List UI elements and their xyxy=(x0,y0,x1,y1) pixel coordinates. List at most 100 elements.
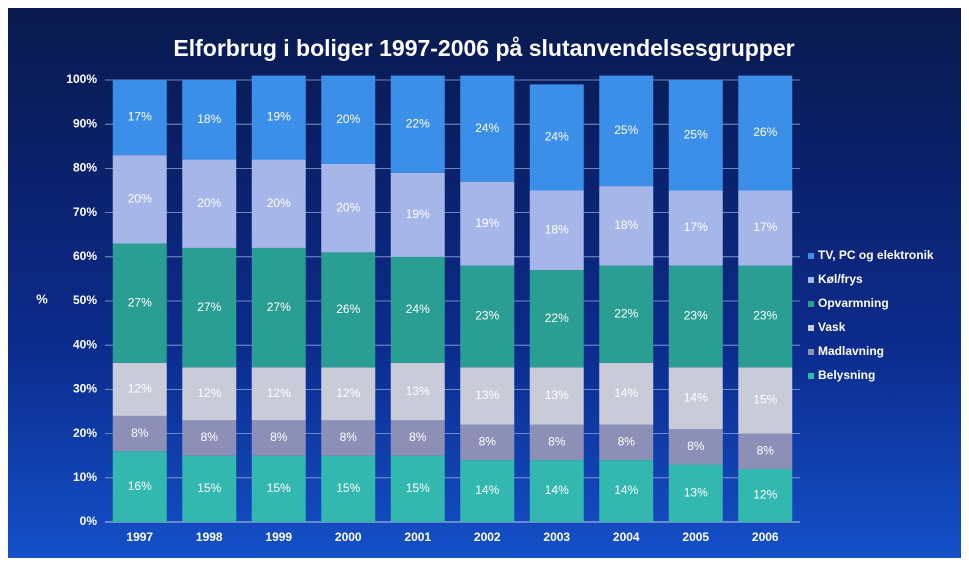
bar-segment xyxy=(460,181,515,266)
bar-segment xyxy=(668,80,723,191)
value-label: 8% xyxy=(409,430,427,444)
value-label: 18% xyxy=(197,112,221,126)
legend-label: Opvarmning xyxy=(818,296,889,310)
bar-segment xyxy=(738,468,793,522)
legend-label: Køl/frys xyxy=(818,272,863,286)
bar-segment xyxy=(529,270,584,368)
legend-swatch xyxy=(808,253,814,259)
value-label: 8% xyxy=(479,435,497,449)
y-tick-label: 40% xyxy=(73,337,97,351)
x-tick-label: 1998 xyxy=(196,530,223,544)
value-label: 8% xyxy=(270,430,288,444)
bar-segment xyxy=(668,265,723,368)
value-label: 15% xyxy=(336,481,360,495)
bar-segment xyxy=(182,80,237,160)
bar-segment xyxy=(390,420,445,456)
value-label: 26% xyxy=(336,302,360,316)
value-label: 8% xyxy=(131,426,149,440)
value-label: 18% xyxy=(614,218,638,232)
bar-segment xyxy=(112,243,167,363)
bar-segment xyxy=(182,367,237,421)
value-label: 17% xyxy=(128,110,152,124)
value-label: 14% xyxy=(475,483,499,497)
bar-segment xyxy=(112,80,167,156)
chart-title: Elforbrug i boliger 1997-2006 på slutanv… xyxy=(173,35,794,61)
bar-segment xyxy=(321,252,376,368)
bar-segment xyxy=(321,367,376,421)
value-label: 20% xyxy=(336,112,360,126)
x-tick-label: 2006 xyxy=(752,530,779,544)
value-label: 13% xyxy=(684,485,708,499)
y-tick-label: 80% xyxy=(73,161,97,175)
bar-segment xyxy=(390,362,445,421)
value-label: 24% xyxy=(545,130,569,144)
bar-segment xyxy=(390,172,445,257)
bar-segment xyxy=(668,367,723,430)
value-label: 12% xyxy=(197,386,221,400)
x-tick-label: 2001 xyxy=(404,530,431,544)
value-label: 18% xyxy=(545,222,569,236)
y-axis-label: % xyxy=(36,291,48,306)
bar-segment xyxy=(112,155,167,244)
bar-segment xyxy=(460,460,515,522)
value-label: 12% xyxy=(267,386,291,400)
value-label: 27% xyxy=(128,295,152,309)
x-tick-label: 2003 xyxy=(543,530,570,544)
value-label: 14% xyxy=(614,386,638,400)
bar-segment xyxy=(529,460,584,522)
value-label: 15% xyxy=(406,481,430,495)
value-label: 19% xyxy=(475,216,499,230)
bar-segment xyxy=(738,367,793,434)
value-label: 8% xyxy=(687,439,705,453)
y-tick-label: 100% xyxy=(66,72,97,86)
bar-segment xyxy=(390,256,445,363)
legend-swatch xyxy=(808,301,814,307)
bar-segment xyxy=(599,362,654,425)
bar-segment xyxy=(738,265,793,368)
y-tick-label: 20% xyxy=(73,426,97,440)
bar-segment xyxy=(738,75,793,191)
value-label: 23% xyxy=(753,309,777,323)
legend-label: Belysning xyxy=(818,368,875,382)
bar-segment xyxy=(529,190,584,271)
value-label: 20% xyxy=(197,196,221,210)
value-label: 13% xyxy=(406,384,430,398)
value-label: 8% xyxy=(340,430,358,444)
value-label: 17% xyxy=(684,220,708,234)
value-label: 8% xyxy=(548,435,566,449)
bar-segment xyxy=(738,190,793,266)
value-label: 23% xyxy=(475,309,499,323)
bar-segment xyxy=(599,265,654,363)
value-label: 13% xyxy=(475,388,499,402)
bar-segment xyxy=(668,190,723,266)
value-label: 14% xyxy=(545,483,569,497)
value-label: 15% xyxy=(267,481,291,495)
value-label: 19% xyxy=(267,110,291,124)
value-label: 17% xyxy=(753,220,777,234)
bar-segment xyxy=(599,460,654,522)
y-tick-label: 50% xyxy=(73,293,97,307)
bar-segment xyxy=(251,75,306,160)
legend-swatch xyxy=(808,349,814,355)
x-tick-label: 1997 xyxy=(126,530,153,544)
value-label: 20% xyxy=(267,196,291,210)
x-tick-label: 1999 xyxy=(265,530,292,544)
value-label: 8% xyxy=(201,430,219,444)
value-label: 20% xyxy=(336,200,360,214)
legend-label: Madlavning xyxy=(818,344,884,358)
y-tick-label: 60% xyxy=(73,249,97,263)
bar-segment xyxy=(599,75,654,187)
value-label: 22% xyxy=(406,116,430,130)
bar-segment xyxy=(668,429,723,465)
y-tick-label: 90% xyxy=(73,116,97,130)
bar-segment xyxy=(599,424,654,461)
value-label: 16% xyxy=(128,479,152,493)
legend-swatch xyxy=(808,325,814,331)
bar-segment xyxy=(182,247,237,368)
value-label: 12% xyxy=(753,488,777,502)
bar-segment xyxy=(112,362,167,416)
y-tick-label: 10% xyxy=(73,470,97,484)
bar-segment xyxy=(529,84,584,191)
value-label: 14% xyxy=(684,390,708,404)
